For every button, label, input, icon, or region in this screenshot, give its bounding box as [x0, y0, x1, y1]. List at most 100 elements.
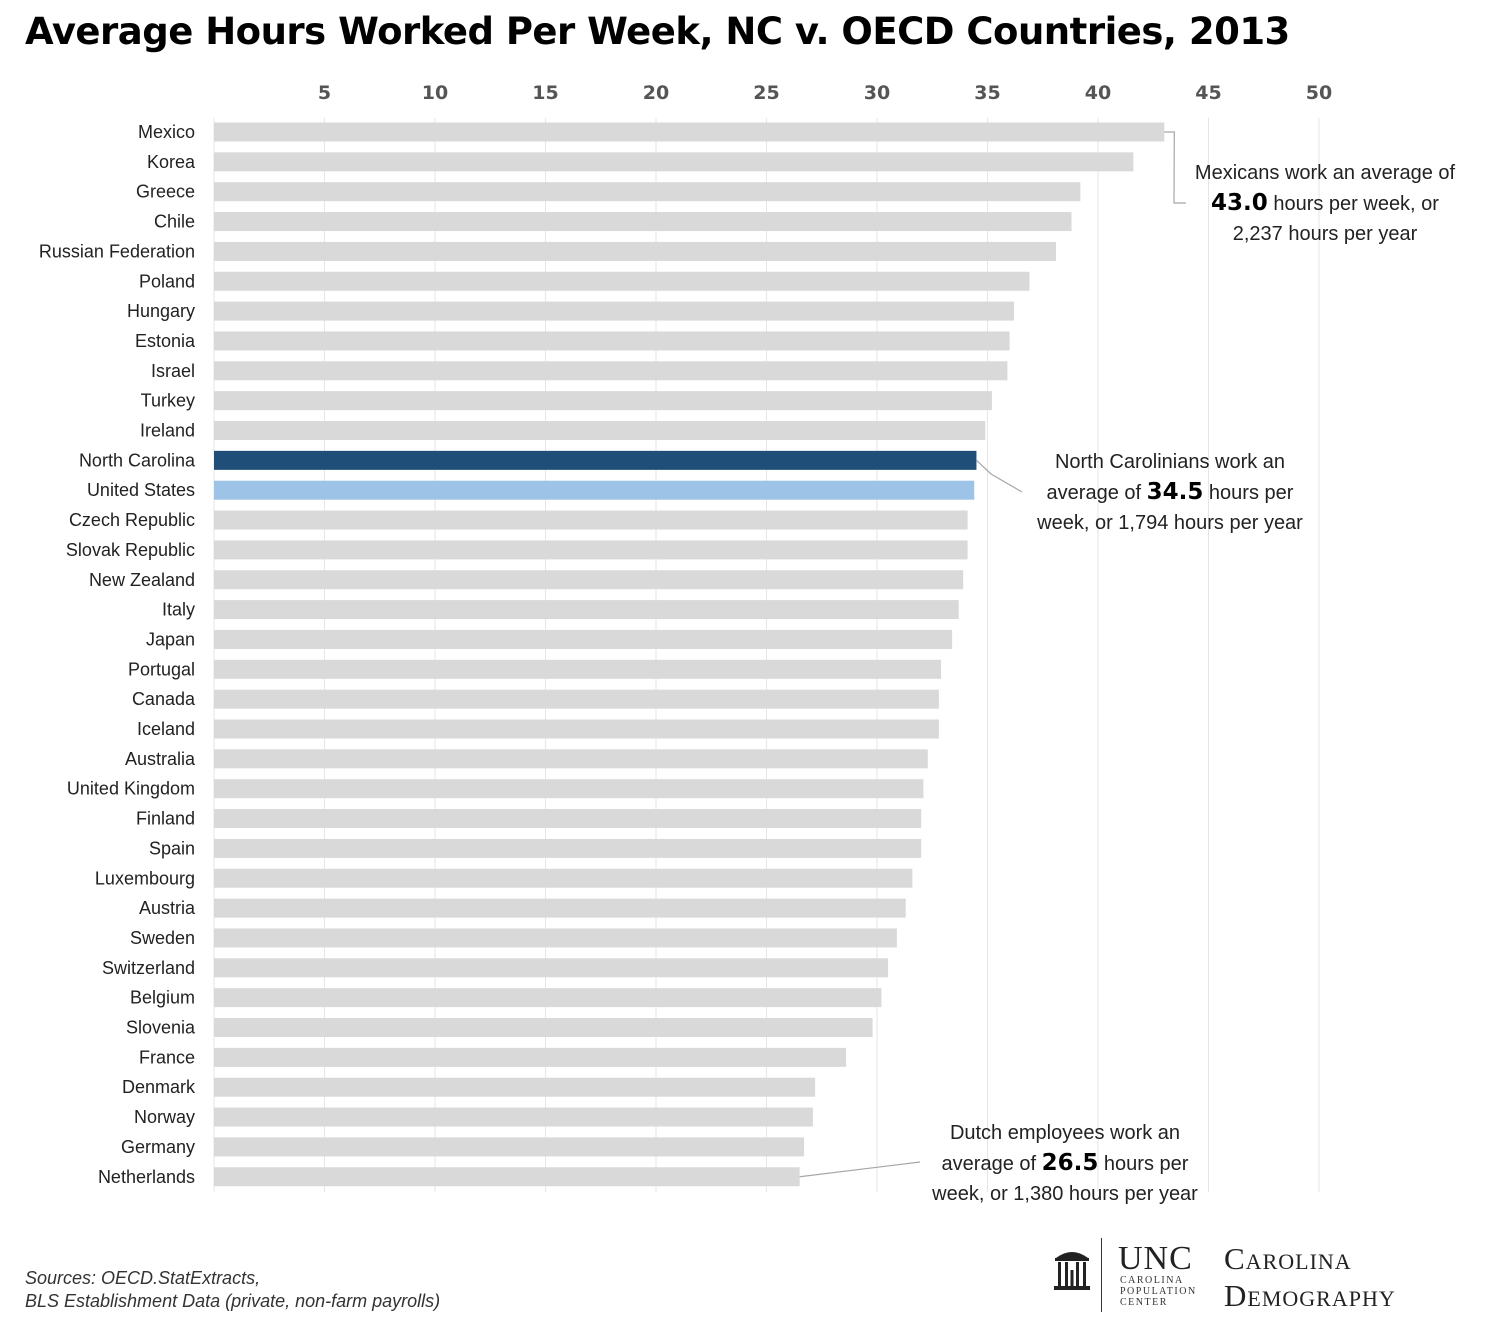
- bar-canada: [214, 689, 939, 709]
- category-label: Germany: [121, 1137, 195, 1157]
- bar-poland: [214, 271, 1030, 291]
- bar-australia: [214, 749, 928, 769]
- category-label: Slovak Republic: [66, 540, 195, 560]
- leader-mexico: [1164, 131, 1186, 204]
- annotation-netherlands: Dutch employees work an average of 26.5 …: [915, 1118, 1215, 1209]
- category-label: North Carolina: [79, 450, 196, 470]
- bar-israel: [214, 361, 1008, 381]
- annotation-nc-pre: average of: [1046, 482, 1147, 504]
- category-label: Japan: [146, 629, 195, 649]
- bar-korea: [214, 152, 1134, 172]
- sources-line1: Sources: OECD.StatExtracts,: [25, 1268, 261, 1288]
- category-label: Switzerland: [102, 958, 195, 978]
- bar-spain: [214, 838, 922, 858]
- category-label: Norway: [134, 1107, 195, 1127]
- bar-japan: [214, 629, 953, 649]
- bar-france: [214, 1047, 847, 1067]
- bar-italy: [214, 600, 959, 620]
- annotation-nc-value: 34.5: [1146, 479, 1204, 505]
- x-tick-label: 5: [318, 82, 331, 104]
- category-label: Israel: [151, 361, 195, 381]
- bar-iceland: [214, 719, 939, 739]
- x-tick-label: 45: [1195, 82, 1221, 104]
- x-tick-label: 20: [643, 82, 669, 104]
- bar-portugal: [214, 659, 942, 679]
- annotation-leaders: [799, 131, 1186, 1178]
- category-label: Finland: [136, 809, 195, 829]
- category-label: Iceland: [137, 719, 195, 739]
- category-label: Italy: [162, 600, 195, 620]
- sources-note: Sources: OECD.StatExtracts, BLS Establis…: [25, 1267, 440, 1313]
- bar-norway: [214, 1107, 813, 1127]
- bar-north-carolina: [214, 450, 977, 470]
- bar-finland: [214, 809, 922, 829]
- annotation-nc-line1: North Carolinians work an: [1054, 451, 1286, 473]
- bar-united-states: [214, 480, 975, 500]
- bar-netherlands: [214, 1167, 800, 1187]
- annotation-mexico-line2: hours per week, or: [1267, 193, 1439, 215]
- category-label: Netherlands: [98, 1167, 195, 1187]
- category-label: Chile: [154, 212, 195, 232]
- category-label: United States: [87, 480, 195, 500]
- category-label: Australia: [125, 749, 196, 769]
- leader-netherlands: [799, 1161, 921, 1178]
- bar-switzerland: [214, 958, 889, 978]
- x-axis-ticks: 5 10 15 20 25 30 35 40 45 50: [318, 82, 1332, 104]
- bar-slovenia: [214, 1018, 873, 1037]
- bar-belgium: [214, 988, 882, 1008]
- category-label: Mexico: [138, 122, 195, 142]
- category-label: Czech Republic: [69, 510, 195, 530]
- category-label: Russian Federation: [39, 241, 195, 261]
- sources-line2: BLS Establishment Data (private, non-far…: [25, 1291, 441, 1311]
- x-tick-label: 25: [753, 82, 779, 104]
- annotation-mexico-line1: Mexicans work an average of: [1194, 162, 1456, 184]
- annotation-nl-pre: average of: [941, 1153, 1042, 1175]
- bar-turkey: [214, 391, 992, 411]
- old-well-icon: [1054, 1252, 1090, 1290]
- annotation-north-carolina: North Carolinians work an average of 34.…: [1020, 447, 1320, 538]
- bar-czech-republic: [214, 510, 968, 530]
- category-label: Turkey: [141, 391, 195, 411]
- category-label: Slovenia: [126, 1018, 196, 1038]
- x-tick-label: 35: [974, 82, 1000, 104]
- category-label: Denmark: [122, 1077, 196, 1097]
- annotation-mexico-value: 43.0: [1211, 190, 1268, 216]
- annotation-nl-line1: Dutch employees work an: [949, 1122, 1181, 1144]
- category-label: United Kingdom: [67, 779, 195, 799]
- logo-carolina-population-center: CAROLINA POPULATION CENTER: [1120, 1275, 1197, 1308]
- bar-chile: [214, 212, 1072, 232]
- bar-luxembourg: [214, 868, 913, 888]
- bar-estonia: [214, 331, 1010, 351]
- bar-russian-federation: [214, 241, 1057, 261]
- x-tick-label: 15: [532, 82, 558, 104]
- x-tick-label: 10: [422, 82, 448, 104]
- leader-north-carolina: [976, 459, 1023, 493]
- annotation-nc-line3: week, or 1,794 hours per year: [1037, 512, 1303, 534]
- category-label: Greece: [136, 182, 195, 202]
- x-tick-label: 40: [1085, 82, 1111, 104]
- category-label: Portugal: [128, 659, 195, 679]
- x-tick-label: 30: [864, 82, 890, 104]
- bar-new-zealand: [214, 570, 964, 590]
- logo-carolina-demography: Carolina Demography: [1224, 1241, 1396, 1313]
- category-label: Ireland: [140, 421, 195, 441]
- annotation-nl-line3: week, or 1,380 hours per year: [932, 1183, 1198, 1205]
- logo-separator: [1101, 1238, 1102, 1312]
- bar-mexico: [214, 122, 1165, 142]
- bar-denmark: [214, 1077, 816, 1097]
- category-label: Canada: [132, 689, 196, 709]
- category-label: Hungary: [127, 301, 195, 321]
- logo-unc: UNC: [1118, 1240, 1193, 1277]
- annotation-nl-line2: hours per: [1098, 1153, 1189, 1175]
- category-label: Poland: [139, 271, 195, 291]
- category-label: Estonia: [135, 331, 196, 351]
- bar-slovak-republic: [214, 540, 968, 560]
- category-labels: Mexico Korea Greece Chile Russian Federation…: [39, 122, 196, 1187]
- bar-chart: 5 10 15 20 25 30 35 40 45 50 Mexico Korea Greece Chi…: [39, 82, 1332, 1192]
- category-label: Belgium: [130, 988, 195, 1008]
- bar-ireland: [214, 421, 986, 440]
- bar-germany: [214, 1137, 805, 1157]
- unc-carolina-demography-logo: UNC CAROLINA POPULATION CENTER Carolina …: [1050, 1236, 1490, 1316]
- category-label: New Zealand: [89, 570, 195, 590]
- chart-title: Average Hours Worked Per Week, NC v. OEC…: [25, 10, 1290, 53]
